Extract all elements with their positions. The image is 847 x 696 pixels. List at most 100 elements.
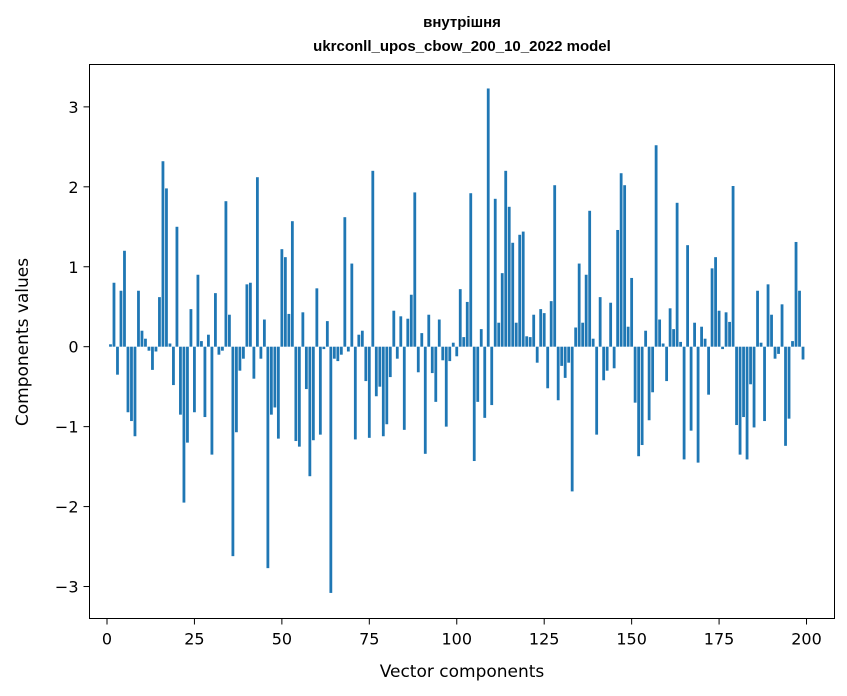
bar-172 bbox=[707, 346, 710, 395]
bar-61 bbox=[318, 346, 322, 435]
bar-157 bbox=[654, 145, 658, 347]
bar-25 bbox=[193, 346, 196, 413]
bar-92 bbox=[427, 314, 431, 347]
bar-6 bbox=[126, 346, 130, 413]
bar-140 bbox=[595, 346, 599, 435]
bar-144 bbox=[609, 302, 613, 347]
bar-43 bbox=[255, 177, 259, 347]
y-axis: −3 −2 −1 0 1 2 3 bbox=[55, 98, 90, 597]
bar-55 bbox=[297, 346, 301, 447]
bar-77 bbox=[374, 346, 378, 397]
bar-169 bbox=[696, 346, 700, 463]
bar-63 bbox=[325, 321, 329, 347]
bar-67 bbox=[339, 346, 343, 355]
bar-68 bbox=[343, 217, 347, 347]
bar-51 bbox=[283, 257, 287, 347]
bar-98 bbox=[448, 346, 452, 362]
bar-94 bbox=[434, 346, 438, 402]
bar-52 bbox=[287, 313, 291, 347]
bar-156 bbox=[651, 346, 655, 393]
bar-154 bbox=[644, 330, 648, 347]
bar-64 bbox=[329, 346, 333, 593]
bar-186 bbox=[756, 290, 759, 347]
bar-73 bbox=[360, 330, 364, 347]
bar-114 bbox=[504, 170, 508, 347]
bar-79 bbox=[381, 346, 385, 437]
bar-108 bbox=[483, 346, 487, 418]
bar-125 bbox=[542, 313, 546, 347]
x-axis: 0 25 50 75 100 125 150 175 200 bbox=[102, 618, 822, 649]
bar-5 bbox=[123, 250, 126, 347]
bar-148 bbox=[623, 185, 627, 347]
bar-11 bbox=[144, 338, 147, 347]
bar-36 bbox=[231, 346, 235, 557]
bar-34 bbox=[224, 201, 228, 347]
bar-150 bbox=[630, 277, 634, 347]
bar-28 bbox=[203, 346, 207, 418]
bar-143 bbox=[605, 346, 609, 371]
bar-170 bbox=[700, 326, 703, 347]
bar-161 bbox=[668, 308, 672, 347]
bar-76 bbox=[371, 170, 375, 347]
bar-167 bbox=[689, 346, 693, 431]
plot-area-frame bbox=[89, 64, 835, 619]
bar-196 bbox=[791, 341, 794, 347]
bar-103 bbox=[465, 301, 469, 347]
bar-37 bbox=[235, 346, 238, 433]
x-axis-label: Vector components bbox=[380, 662, 545, 682]
bar-118 bbox=[518, 234, 522, 347]
bar-65 bbox=[332, 346, 336, 359]
bar-112 bbox=[497, 322, 501, 347]
x-tick-label-150: 150 bbox=[616, 630, 647, 649]
bar-158 bbox=[658, 319, 662, 347]
bar-173 bbox=[710, 268, 714, 347]
bar-42 bbox=[252, 346, 256, 379]
bar-113 bbox=[500, 273, 504, 347]
bar-152 bbox=[637, 346, 641, 457]
x-tick-label-175: 175 bbox=[704, 630, 735, 649]
bar-7 bbox=[130, 346, 133, 422]
bar-4 bbox=[119, 290, 123, 347]
bar-146 bbox=[616, 229, 620, 347]
bar-138 bbox=[588, 210, 592, 347]
x-tick-label-50: 50 bbox=[272, 630, 292, 649]
bar-series bbox=[109, 88, 805, 593]
bar-58 bbox=[308, 346, 312, 477]
bar-132 bbox=[567, 346, 571, 363]
bar-35 bbox=[228, 314, 231, 347]
bar-9 bbox=[137, 290, 140, 347]
bar-136 bbox=[581, 322, 585, 347]
bar-47 bbox=[269, 346, 273, 415]
bar-101 bbox=[458, 289, 462, 347]
bar-192 bbox=[777, 346, 780, 354]
bar-131 bbox=[563, 346, 567, 378]
bar-100 bbox=[455, 346, 459, 357]
y-tick-label-2: 2 bbox=[68, 178, 78, 197]
bar-62 bbox=[322, 346, 326, 350]
bar-24 bbox=[189, 309, 193, 347]
bar-123 bbox=[535, 346, 539, 363]
bar-189 bbox=[766, 284, 770, 347]
bar-198 bbox=[798, 290, 801, 347]
bar-38 bbox=[238, 346, 242, 371]
bar-70 bbox=[350, 263, 354, 347]
bar-162 bbox=[672, 329, 676, 347]
bar-111 bbox=[493, 198, 497, 347]
bar-85 bbox=[402, 346, 406, 430]
bar-49 bbox=[276, 346, 280, 439]
bar-153 bbox=[640, 346, 644, 446]
bar-194 bbox=[784, 346, 787, 446]
bar-15 bbox=[158, 297, 161, 347]
bar-18 bbox=[168, 343, 172, 347]
bar-119 bbox=[521, 231, 525, 347]
bar-57 bbox=[304, 346, 308, 390]
bar-21 bbox=[179, 346, 182, 415]
bar-190 bbox=[770, 314, 773, 347]
bar-102 bbox=[462, 337, 466, 347]
bar-82 bbox=[392, 310, 396, 347]
bar-145 bbox=[612, 346, 616, 369]
bar-29 bbox=[207, 334, 210, 347]
bar-168 bbox=[693, 322, 696, 347]
bar-121 bbox=[528, 337, 532, 347]
